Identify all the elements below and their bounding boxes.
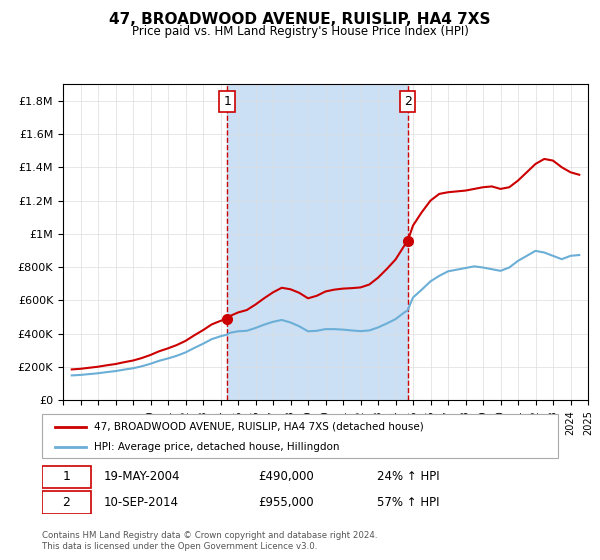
Text: 1: 1 (223, 95, 231, 108)
Text: 47, BROADWOOD AVENUE, RUISLIP, HA4 7XS: 47, BROADWOOD AVENUE, RUISLIP, HA4 7XS (109, 12, 491, 27)
FancyBboxPatch shape (42, 414, 558, 458)
Text: £490,000: £490,000 (259, 470, 314, 483)
Text: £955,000: £955,000 (259, 496, 314, 508)
Text: 10-SEP-2014: 10-SEP-2014 (104, 496, 179, 508)
Text: 24% ↑ HPI: 24% ↑ HPI (377, 470, 440, 483)
Text: 2: 2 (404, 95, 412, 108)
Text: 1: 1 (62, 470, 70, 483)
FancyBboxPatch shape (42, 465, 91, 488)
Text: HPI: Average price, detached house, Hillingdon: HPI: Average price, detached house, Hill… (94, 442, 339, 452)
Text: Price paid vs. HM Land Registry's House Price Index (HPI): Price paid vs. HM Land Registry's House … (131, 25, 469, 38)
Text: 57% ↑ HPI: 57% ↑ HPI (377, 496, 440, 508)
Text: Contains HM Land Registry data © Crown copyright and database right 2024.: Contains HM Land Registry data © Crown c… (42, 531, 377, 540)
Text: 2: 2 (62, 496, 70, 508)
Text: 19-MAY-2004: 19-MAY-2004 (104, 470, 181, 483)
Text: 47, BROADWOOD AVENUE, RUISLIP, HA4 7XS (detached house): 47, BROADWOOD AVENUE, RUISLIP, HA4 7XS (… (94, 422, 424, 432)
Bar (227, 84, 407, 400)
Text: This data is licensed under the Open Government Licence v3.0.: This data is licensed under the Open Gov… (42, 542, 317, 550)
FancyBboxPatch shape (42, 491, 91, 514)
